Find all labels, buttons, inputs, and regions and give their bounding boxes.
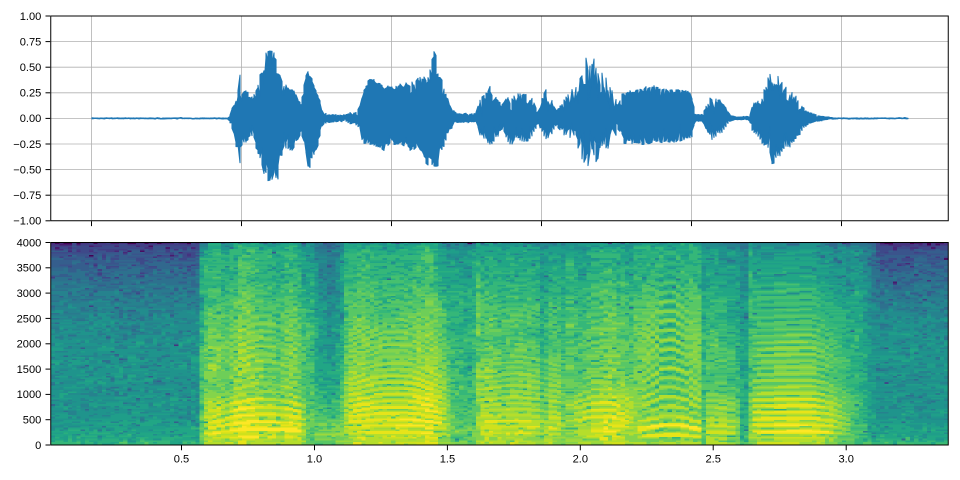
svg-text:2.0: 2.0: [573, 453, 588, 465]
svg-text:1.0: 1.0: [307, 453, 322, 465]
svg-text:3000: 3000: [17, 288, 42, 300]
svg-text:500: 500: [23, 415, 42, 427]
svg-text:2500: 2500: [17, 313, 42, 325]
svg-text:0.75: 0.75: [20, 36, 42, 48]
svg-text:1500: 1500: [17, 364, 42, 376]
svg-text:1000: 1000: [17, 389, 42, 401]
svg-text:1.00: 1.00: [20, 11, 42, 23]
svg-text:0.50: 0.50: [20, 62, 42, 74]
svg-text:3500: 3500: [17, 263, 42, 275]
svg-text:2.5: 2.5: [705, 453, 720, 465]
svg-text:3.0: 3.0: [838, 453, 853, 465]
svg-text:0.00: 0.00: [20, 113, 42, 125]
svg-text:4000: 4000: [17, 237, 42, 249]
svg-text:2000: 2000: [17, 339, 42, 351]
svg-text:−0.75: −0.75: [13, 190, 41, 202]
svg-text:−1.00: −1.00: [13, 216, 41, 228]
svg-text:−0.25: −0.25: [13, 139, 41, 151]
svg-text:0: 0: [35, 440, 41, 452]
svg-text:1.5: 1.5: [440, 453, 455, 465]
svg-text:0.25: 0.25: [20, 88, 42, 100]
svg-text:0.5: 0.5: [174, 453, 189, 465]
svg-text:−0.50: −0.50: [13, 164, 41, 176]
